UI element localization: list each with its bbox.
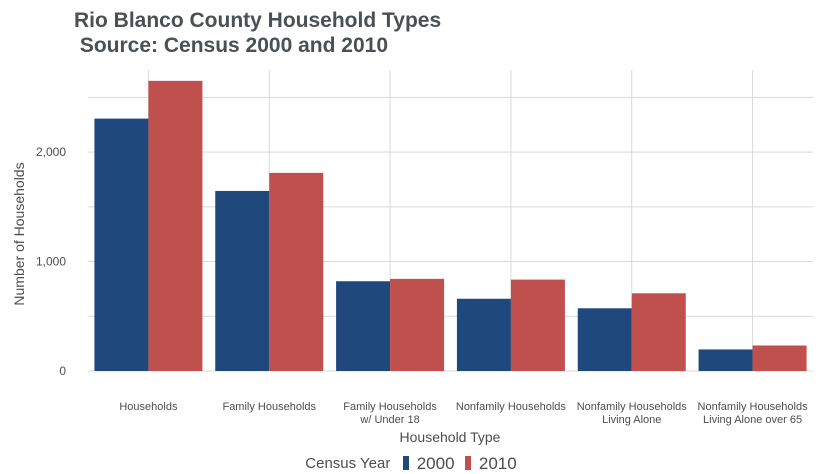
bar-2010-4	[631, 293, 686, 371]
y-tick-label: 2,000	[36, 145, 66, 159]
chart-title: Rio Blanco County Household Types Source…	[74, 8, 441, 58]
bar-chart: 0 1,000 2,000 Households Family Households F…	[11, 70, 813, 445]
bar-2010-5	[752, 345, 807, 371]
y-tick-labels: 0 1,000 2,000	[36, 145, 66, 378]
bars	[94, 80, 807, 372]
bar-2000-1	[215, 190, 270, 371]
x-tick-label: Nonfamily Households Living Alone over 65	[698, 401, 809, 426]
legend: Census Year 2000 2010	[0, 454, 828, 474]
y-tick-label: 1,000	[36, 255, 66, 269]
bar-2010-1	[269, 172, 324, 371]
y-axis-label: Number of Households	[11, 162, 27, 305]
bar-2000-0	[94, 118, 149, 372]
bar-2000-3	[456, 298, 511, 371]
bar-2000-4	[577, 308, 632, 371]
bar-2010-0	[148, 80, 203, 371]
x-tick-label: Households	[119, 401, 178, 413]
x-tick-label: Nonfamily Households Living Alone	[577, 401, 688, 426]
legend-title: Census Year	[305, 455, 391, 472]
x-tick-label: Family Households w/ Under 18	[343, 401, 437, 426]
x-tick-label: Nonfamily Households	[456, 401, 567, 413]
x-tick-labels: Households Family Households Family Househ…	[119, 401, 808, 426]
chart-subtitle: Source: Census 2000 and 2010	[79, 34, 388, 57]
chart-title-main: Rio Blanco County Household Types	[74, 9, 442, 32]
bar-2010-2	[390, 278, 445, 371]
bar-2000-2	[336, 281, 391, 371]
legend-key-2010	[464, 456, 471, 470]
y-tick-label: 0	[59, 364, 66, 378]
bar-2010-3	[510, 279, 565, 371]
x-axis-label: Household Type	[400, 429, 501, 445]
legend-key-2000	[402, 456, 409, 470]
bar-2000-5	[698, 349, 753, 371]
legend-label-2000: 2000	[416, 454, 455, 473]
legend-label-2010: 2010	[478, 454, 517, 473]
x-tick-label: Family Households	[222, 401, 316, 413]
